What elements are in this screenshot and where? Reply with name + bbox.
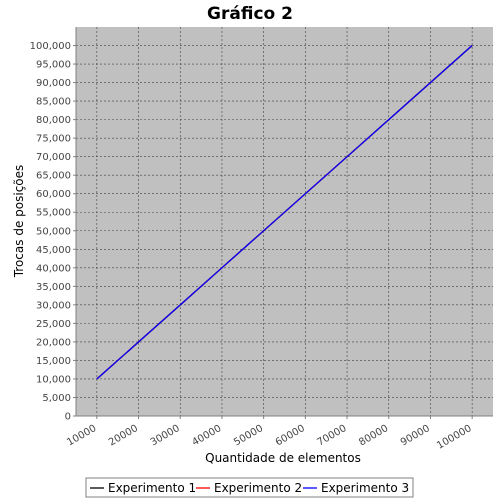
x-tick-label: 10000 — [65, 423, 98, 448]
y-tick-label: 20,000 — [36, 337, 71, 348]
y-axis-label: Trocas de posições — [12, 165, 26, 279]
y-tick-label: 90,000 — [36, 78, 71, 89]
y-tick-label: 35,000 — [36, 282, 71, 293]
x-tick-label: 20000 — [107, 423, 140, 448]
chart-title: Gráfico 2 — [207, 4, 293, 24]
legend-box — [85, 477, 414, 498]
y-tick-label: 85,000 — [36, 97, 71, 108]
y-tick-label: 30,000 — [36, 300, 71, 311]
y-tick-label: 65,000 — [36, 171, 71, 182]
x-tick-label: 90000 — [399, 423, 432, 448]
y-tick-label: 15,000 — [36, 356, 71, 367]
legend: Experimento 1 Experimento 2 Experimento 3 — [85, 477, 414, 498]
y-tick-label: 80,000 — [36, 115, 71, 126]
x-tick-label: 50000 — [232, 423, 265, 448]
axes — [73, 27, 493, 419]
series-line-3 — [96, 45, 473, 380]
y-tick-label: 50,000 — [36, 226, 71, 237]
legend-label-3: Experimento 3 — [321, 481, 409, 495]
legend-label-2: Experimento 2 — [214, 481, 302, 495]
x-tick-label: 30000 — [149, 423, 182, 448]
x-tick-label: 40000 — [190, 423, 223, 448]
x-tick-label: 70000 — [315, 423, 348, 448]
x-tick-label: 60000 — [274, 423, 307, 448]
y-tick-label: 55,000 — [36, 208, 71, 219]
y-tick-label: 40,000 — [36, 263, 71, 274]
y-tick-label: 95,000 — [36, 60, 71, 71]
y-tick-label: 45,000 — [36, 245, 71, 256]
x-tick-label: 100000 — [435, 423, 474, 452]
legend-label-1: Experimento 1 — [108, 481, 196, 495]
y-tick-label: 75,000 — [36, 134, 71, 145]
plot-area — [76, 27, 493, 416]
y-tick-label: 10,000 — [36, 374, 71, 385]
y-tick-labels: 0 5,000 10,000 15,000 20,000 25,000 30,000 35,0… — [30, 41, 71, 422]
x-axis-label: Quantidade de elementos — [205, 451, 361, 465]
y-tick-label: 70,000 — [36, 152, 71, 163]
y-tick-label: 0 — [65, 412, 71, 423]
series-lines — [96, 45, 473, 380]
y-tick-label: 5,000 — [42, 393, 71, 404]
y-tick-label: 25,000 — [36, 319, 71, 330]
grid-lines — [76, 27, 493, 417]
y-tick-label: 100,000 — [30, 41, 71, 52]
y-tick-label: 60,000 — [36, 189, 71, 200]
x-tick-label: 80000 — [357, 423, 390, 448]
x-tick-labels: 10000 20000 30000 40000 50000 60000 70000 80000… — [65, 423, 473, 452]
